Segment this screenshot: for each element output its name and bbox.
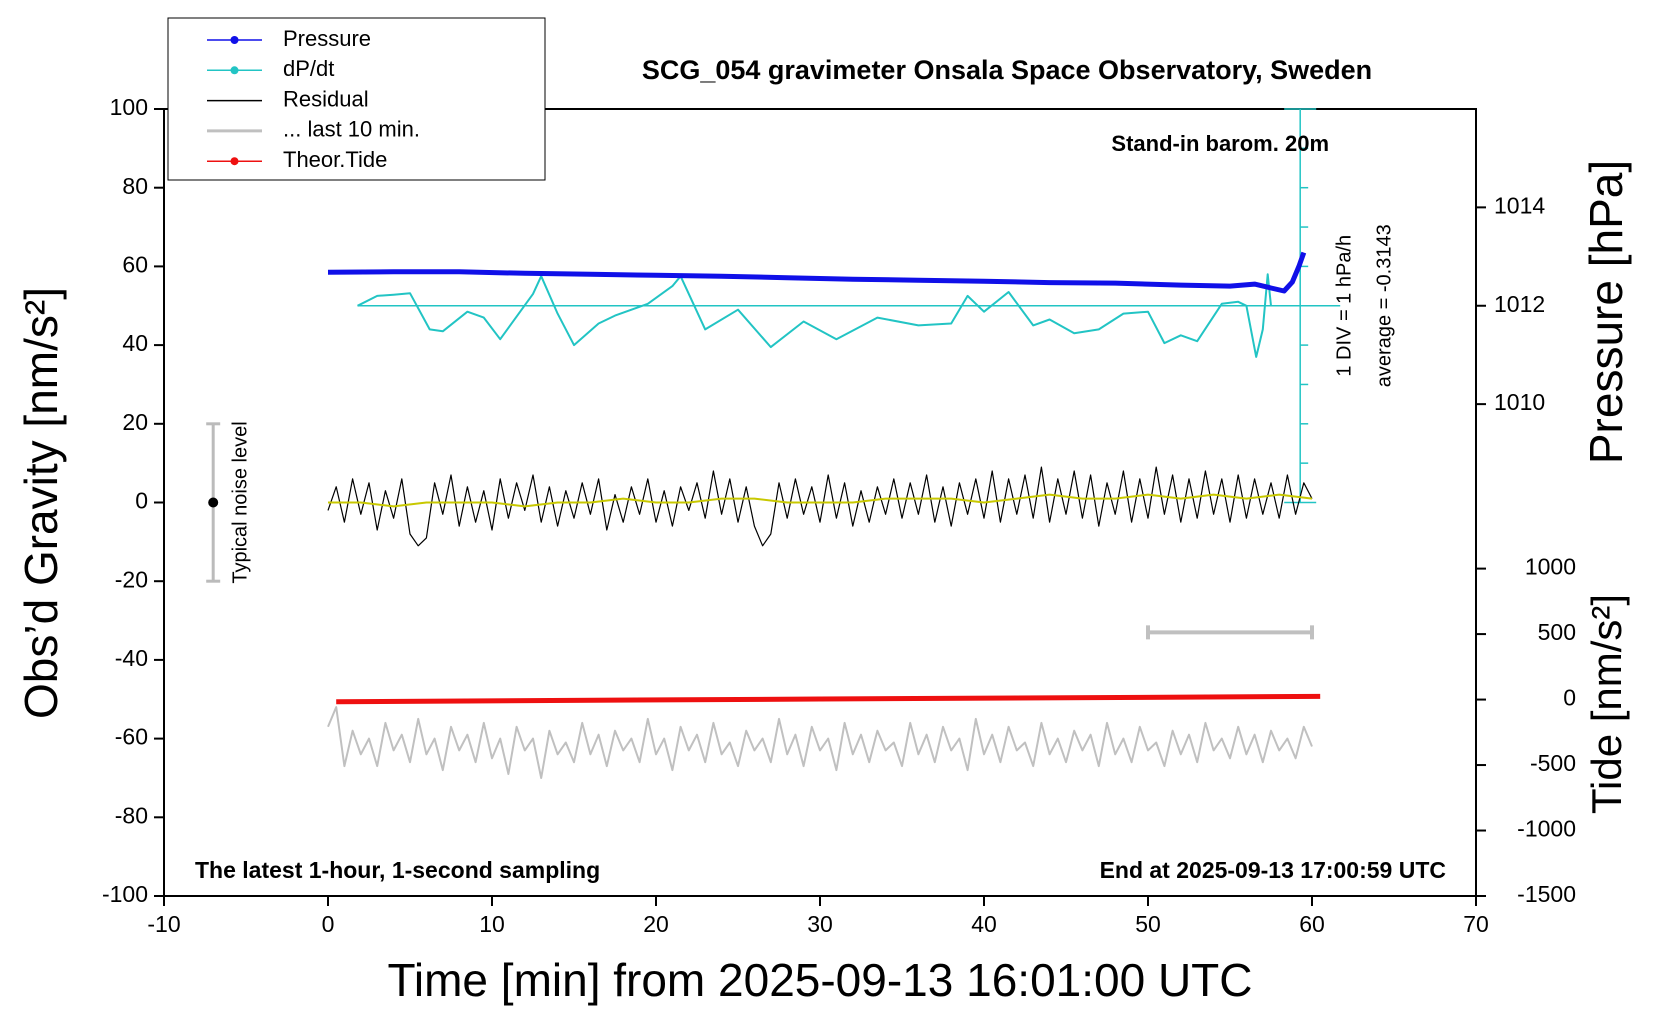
x-tick-label: 30 bbox=[807, 911, 833, 937]
series-line bbox=[327, 706, 1313, 779]
y2-axis-label: Pressure [hPa] bbox=[1580, 160, 1632, 464]
x-tick-label: 10 bbox=[479, 911, 505, 937]
tide-tick-label: 1000 bbox=[1525, 554, 1576, 580]
series-line bbox=[327, 466, 1313, 547]
dpdt-average-label: average = -0.3143 bbox=[1373, 224, 1395, 387]
chart-title: SCG_054 gravimeter Onsala Space Observat… bbox=[642, 55, 1372, 85]
legend-label: dP/dt bbox=[283, 56, 334, 81]
legend-box bbox=[167, 17, 546, 181]
tide-tick-label: 500 bbox=[1538, 619, 1576, 645]
noise-point bbox=[208, 497, 219, 508]
y-tick-label: 20 bbox=[122, 409, 148, 435]
legend-marker bbox=[230, 36, 239, 44]
legend-label: Pressure bbox=[283, 26, 371, 51]
y-tick-label: -60 bbox=[115, 724, 148, 750]
noise-label: Typical noise level bbox=[229, 421, 251, 583]
x-tick-label: 70 bbox=[1463, 911, 1489, 937]
tide-tick-label: -1000 bbox=[1517, 816, 1576, 842]
legend-label: ... last 10 min. bbox=[283, 117, 420, 142]
x-tick-label: 60 bbox=[1299, 911, 1325, 937]
x-tick-label: 0 bbox=[322, 911, 335, 937]
y-tick-label: 0 bbox=[135, 488, 148, 514]
y-tick-label: 80 bbox=[122, 173, 148, 199]
y2-tick-label: 1012 bbox=[1494, 291, 1545, 317]
tide-tick-label: -1500 bbox=[1517, 881, 1576, 907]
series-line bbox=[357, 273, 1272, 358]
y2-tick-label: 1014 bbox=[1494, 192, 1545, 218]
y-tick-label: 100 bbox=[110, 94, 148, 120]
x-tick-label: 20 bbox=[643, 911, 669, 937]
x-tick-label: 50 bbox=[1135, 911, 1161, 937]
series-line bbox=[336, 693, 1321, 705]
y-tick-label: -80 bbox=[115, 802, 148, 828]
annotation: Stand-in barom. 20m bbox=[1111, 131, 1329, 156]
legend-label: Residual bbox=[283, 86, 369, 111]
x-tick-label: -10 bbox=[147, 911, 180, 937]
tide-tick-label: 0 bbox=[1563, 685, 1576, 711]
x-axis-label: Time [min] from 2025-09-13 16:01:00 UTC bbox=[388, 954, 1253, 1006]
tide-axis-label: Tide [nm/s²] bbox=[1583, 594, 1630, 814]
tide-tick-label: -500 bbox=[1530, 750, 1576, 776]
annotation: The latest 1-hour, 1-second sampling bbox=[195, 857, 600, 883]
series-line bbox=[327, 251, 1307, 294]
annotation: End at 2025-09-13 17:00:59 UTC bbox=[1100, 857, 1446, 883]
legend-marker bbox=[230, 66, 239, 75]
y2-tick-label: 1010 bbox=[1494, 389, 1545, 415]
legend-marker bbox=[230, 157, 239, 166]
dpdt-scale-label: 1 DIV = 1 hPa/h bbox=[1333, 235, 1355, 377]
y-axis-label: Obs’d Gravity [nm/s²] bbox=[15, 287, 67, 719]
y-tick-label: 60 bbox=[122, 251, 148, 277]
x-tick-label: 40 bbox=[971, 911, 997, 937]
y-tick-label: -40 bbox=[115, 645, 148, 671]
y-tick-label: -100 bbox=[102, 881, 148, 907]
y-tick-label: 40 bbox=[122, 330, 148, 356]
legend: Pressure dP/dt Residual ... last 10 min. The… bbox=[167, 17, 546, 181]
smoothed-line bbox=[328, 493, 1313, 508]
y-tick-label: -20 bbox=[115, 566, 148, 592]
legend-label: Theor.Tide bbox=[283, 147, 387, 172]
